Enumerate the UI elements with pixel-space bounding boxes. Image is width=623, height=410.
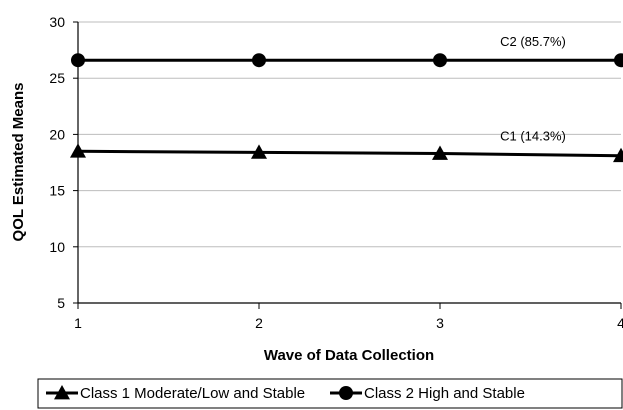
series-group [70, 53, 623, 163]
series-annotation: C2 (85.7%) [500, 34, 566, 49]
legend-label: Class 2 High and Stable [364, 385, 525, 402]
y-tick-label: 10 [49, 239, 65, 255]
y-tick-labels: 5 10 15 20 25 30 [49, 14, 65, 311]
legend-label: Class 1 Moderate/Low and Stable [80, 385, 305, 402]
x-tick-labels: 1 2 3 4 [74, 315, 623, 331]
axis-ticks [73, 21, 622, 309]
data-point [432, 145, 448, 160]
legend: Class 1 Moderate/Low and Stable Class 2 H… [37, 378, 623, 409]
annotations: C2 (85.7%) C1 (14.3%) [500, 34, 566, 143]
legend-marker [54, 385, 70, 400]
legend-box [37, 378, 623, 409]
gridlines [78, 21, 621, 248]
x-tick-label: 3 [436, 315, 444, 331]
data-point [614, 53, 623, 68]
y-tick-label: 5 [57, 295, 65, 311]
x-tick-label: 1 [74, 315, 82, 331]
x-axis-title: Wave of Data Collection [264, 347, 434, 364]
series-1 [70, 143, 623, 163]
y-axis-title: QOL Estimated Means [10, 83, 27, 242]
series-2 [71, 53, 623, 68]
data-point [613, 147, 623, 163]
series-line [77, 149, 622, 158]
y-tick-label: 25 [49, 70, 65, 86]
data-point [70, 143, 86, 158]
x-tick-label: 4 [617, 315, 623, 331]
y-tick-label: 30 [49, 14, 65, 30]
data-point [71, 53, 85, 68]
data-point [252, 53, 266, 68]
data-point [433, 53, 447, 68]
x-tick-label: 2 [255, 315, 263, 331]
legend-marker [339, 386, 353, 400]
data-point [251, 144, 267, 159]
series-annotation: C1 (14.3%) [500, 129, 566, 144]
y-tick-label: 15 [49, 183, 65, 199]
y-tick-label: 20 [49, 126, 65, 142]
